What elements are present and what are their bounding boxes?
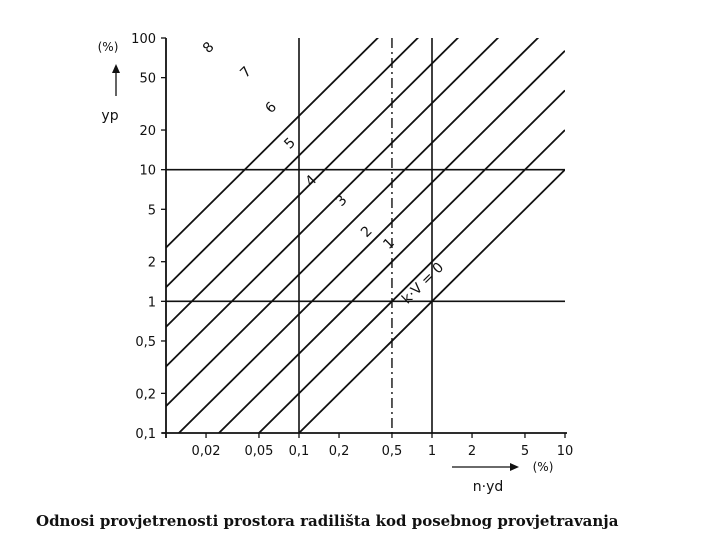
y-tick-label-5: 5 [148,203,156,218]
y-tick-label-100: 100 [131,32,156,47]
y-tick-label-50: 50 [139,72,156,87]
series-line-3 [177,50,565,433]
x-axis-arrow [452,463,519,471]
series-lines [166,38,565,433]
series-line-7 [166,38,420,288]
series-label-6: 6 [262,99,280,117]
y-tick-label-2: 2 [148,256,156,271]
y-tick-label-1: 1 [148,295,156,310]
x-tick-label-0,05: 0,05 [244,444,273,459]
y-tick-label-0,2: 0,2 [135,387,156,402]
series-label-1: 1 [380,235,398,253]
x-tick-label-0,02: 0,02 [192,444,221,459]
y-tick-label-20: 20 [139,124,156,139]
series-label-5: 5 [281,135,299,153]
series-label-4: 4 [303,172,321,190]
series-label-0: k·V = 0 [399,260,447,308]
x-tick-label-0,1: 0,1 [289,444,310,459]
series-line-4 [166,38,540,407]
x-tick-label-0,2: 0,2 [329,444,350,459]
y-axis-arrow [112,64,120,96]
x-tick-label-0,5: 0,5 [382,444,403,459]
series-label-7: 7 [237,64,255,82]
series-line-8 [166,38,379,249]
plot-frame [161,37,567,438]
y-tick-label-0,1: 0,1 [135,427,156,442]
series-line-1 [257,129,565,433]
x-unit: (%) [533,460,554,474]
series-label-8: 8 [200,39,218,57]
series-label-3: 3 [333,192,351,210]
x-axis-label: n·yd [473,479,504,495]
y-tick-label-0,5: 0,5 [135,335,156,350]
figure-caption: Odnosi provjetrenosti prostora radilišta… [36,512,619,530]
x-tick-label-10: 10 [557,444,574,459]
series-line-6 [166,38,460,328]
y-unit: (%) [98,40,119,54]
x-tick-label-2: 2 [468,444,476,459]
x-tick-label-5: 5 [521,444,529,459]
series-line-0 [297,169,565,433]
series-line-5 [166,38,500,368]
x-tick-label-1: 1 [428,444,436,459]
series-line-2 [217,89,565,433]
y-tick-label-10: 10 [139,164,156,179]
series-label-2: 2 [358,223,376,241]
y-axis-label: yp [101,108,118,124]
